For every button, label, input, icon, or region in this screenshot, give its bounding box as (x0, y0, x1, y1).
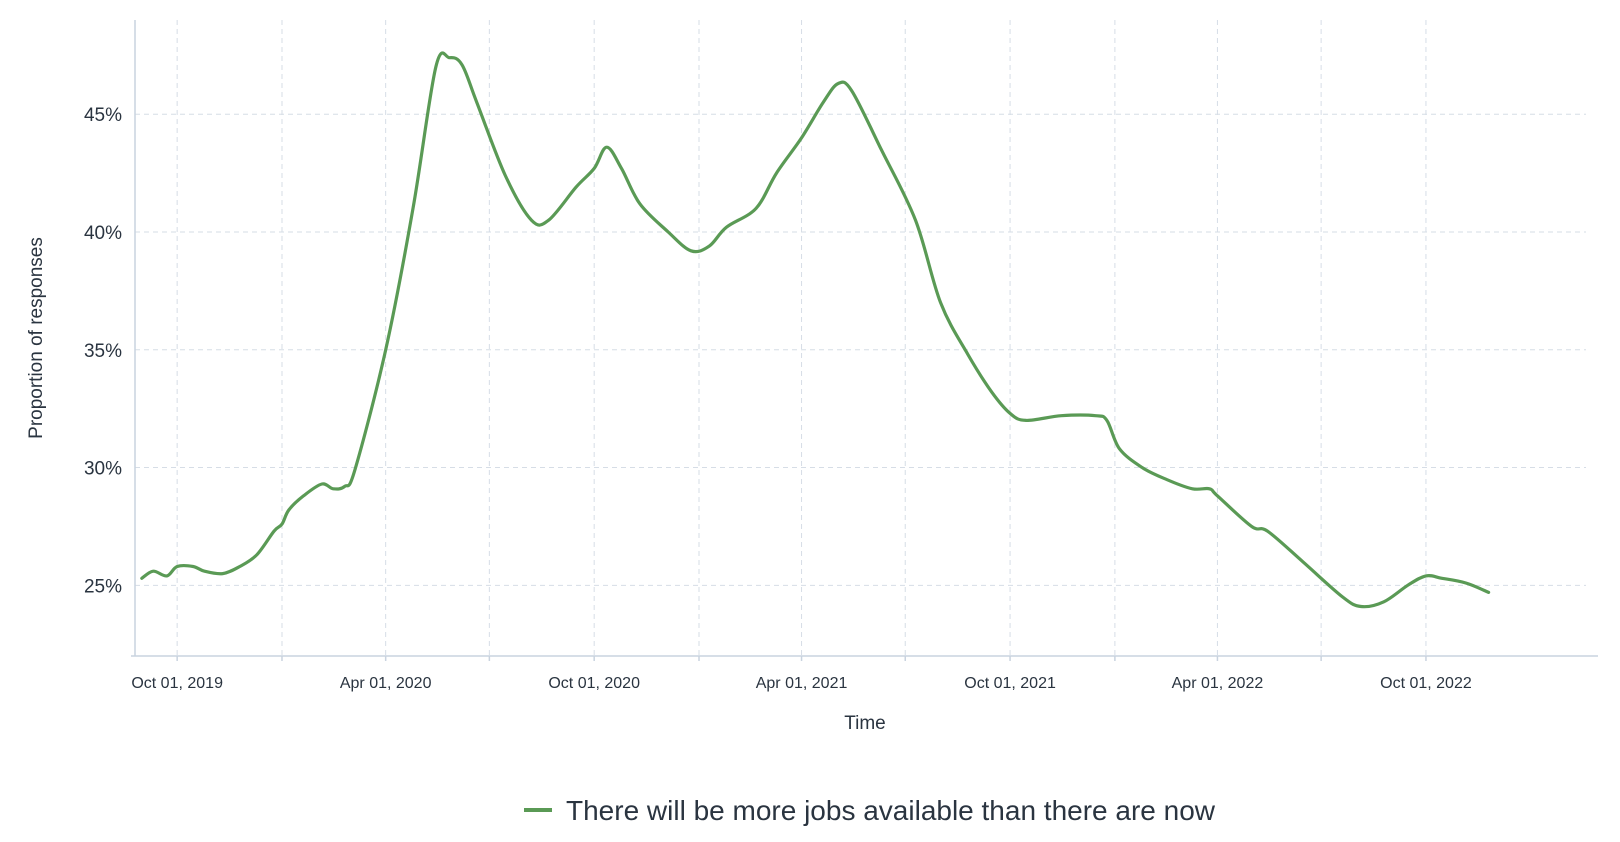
x-tick-label: Apr 01, 2022 (1172, 675, 1264, 692)
y-tick-label: 35% (84, 341, 122, 362)
legend[interactable]: There will be more jobs available than t… (524, 795, 1216, 826)
x-tick-label: Oct 01, 2021 (964, 675, 1056, 692)
y-tick-label: 25% (84, 576, 122, 597)
x-tick-label: Oct 01, 2022 (1380, 675, 1472, 692)
axis-layer (131, 20, 1598, 657)
series-line (140, 51, 1491, 609)
x-tick-label: Oct 01, 2020 (548, 675, 640, 692)
y-tick-label: 45% (84, 105, 122, 126)
x-tick-label: Apr 01, 2020 (340, 675, 432, 692)
grid-layer (135, 20, 1586, 661)
y-tick-labels: 25% 30% 35% 40% 45% (84, 105, 122, 597)
x-tick-label: Oct 01, 2019 (131, 675, 223, 692)
x-tick-labels: Oct 01, 2019 Apr 01, 2020 Oct 01, 2020 Apr … (131, 675, 1472, 692)
y-tick-label: 30% (84, 459, 122, 480)
y-tick-label: 40% (84, 223, 122, 244)
x-tick-label: Apr 01, 2021 (756, 675, 848, 692)
y-axis-title: Proportion of responses (26, 237, 47, 439)
series-layer (140, 51, 1491, 609)
legend-label: There will be more jobs available than t… (566, 795, 1216, 826)
x-axis-title: Time (844, 713, 886, 734)
